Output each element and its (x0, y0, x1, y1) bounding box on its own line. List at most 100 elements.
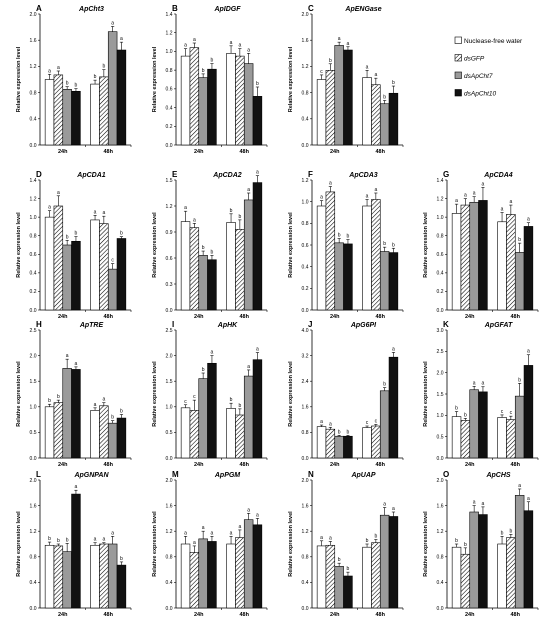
significance-letter: a (211, 350, 214, 356)
y-tick-label: 1.2 (166, 529, 173, 535)
significance-letter: a (473, 191, 476, 197)
bar (316, 205, 327, 311)
bar (497, 417, 507, 459)
y-tick-label: 2.0 (302, 12, 309, 18)
y-tick-label: 1.2 (302, 178, 309, 184)
significance-letter: b (211, 58, 214, 64)
bar (107, 31, 118, 146)
panel-title: ApPGM (214, 472, 240, 479)
panel-letter: O (443, 470, 449, 479)
bar (252, 359, 263, 459)
y-tick-label: 0.0 (30, 143, 37, 149)
bar (62, 368, 72, 459)
bar (451, 546, 462, 609)
panel-letter: H (36, 320, 42, 329)
bar (99, 405, 109, 459)
bar (44, 216, 55, 311)
y-tick-label: 1.5 (30, 379, 37, 385)
panel-title: ApTRE (79, 322, 104, 329)
bar (371, 84, 381, 146)
y-tick-label: 1.0 (166, 49, 173, 55)
y-tick-label: 0.5 (166, 430, 173, 436)
y-tick-label: 0.8 (166, 68, 173, 74)
legend-item: dsApCht7 (454, 71, 493, 80)
y-axis-label: Relative expression level (152, 212, 158, 278)
y-tick-label: 0.8 (302, 221, 309, 227)
chart-panel-h: 0.0 0.5 1.0 1.5 2.0 2.5 Relative expression le… (16, 320, 132, 468)
significance-letter: a (48, 205, 51, 211)
bar (107, 422, 118, 459)
significance-letter: b (347, 429, 350, 435)
bar (514, 395, 525, 459)
x-tick-label: 48h (376, 612, 386, 618)
y-tick-label: 0.8 (302, 430, 309, 436)
significance-letter: a (320, 535, 323, 541)
chart-panels: 0.0 0.4 0.8 1.2 1.6 2.0 Relative expression le… (16, 4, 539, 618)
y-tick-label: 2.0 (30, 353, 37, 359)
significance-letter: b (120, 408, 123, 414)
bar (243, 519, 254, 609)
significance-letter: a (102, 397, 105, 403)
significance-letter: b (230, 397, 233, 403)
panel-letter: K (443, 320, 449, 329)
bar (523, 226, 534, 311)
bar (316, 79, 327, 146)
y-tick-label: 0.8 (30, 234, 37, 240)
significance-letter: a (527, 349, 530, 355)
bar (71, 369, 81, 459)
y-tick-label: 1.6 (302, 503, 309, 509)
x-tick-label: 48h (376, 149, 386, 155)
x-tick-label: 48h (104, 314, 114, 320)
x-tick-label: 48h (104, 612, 114, 618)
y-tick-label: 0.0 (166, 308, 173, 314)
panel-letter: E (172, 170, 178, 179)
bar (497, 543, 507, 609)
bar (198, 255, 208, 311)
x-tick-label: 48h (511, 314, 521, 320)
significance-letter: a (256, 170, 259, 176)
significance-letter: b (66, 537, 69, 543)
significance-letter: b (48, 398, 51, 404)
bar (497, 221, 507, 311)
chart-panel-m: 0.0 0.4 0.8 1.2 1.6 2.0 Relative expression le… (152, 470, 268, 618)
y-tick-label: 1.2 (166, 31, 173, 37)
y-tick-label: 0.8 (437, 555, 444, 561)
panel-letter: G (443, 170, 449, 179)
y-tick-label: 2.5 (30, 328, 37, 334)
panel-title: ApENGase (344, 6, 381, 13)
panel-title: ApUAP (350, 472, 375, 479)
significance-letter: b (238, 214, 241, 220)
significance-letter: b (102, 64, 105, 70)
bar (460, 420, 471, 459)
y-axis-label: Relative expression level (16, 212, 22, 278)
significance-letter: b (66, 234, 69, 240)
bar (180, 543, 191, 609)
bar (506, 419, 516, 459)
significance-letter: a (527, 217, 530, 223)
significance-letter: b (256, 81, 259, 87)
bar (325, 544, 336, 609)
bar (90, 410, 100, 459)
legend-item: Nuclease-free water (454, 36, 523, 45)
y-tick-label: 0.8 (302, 555, 309, 561)
y-tick-label: 1.2 (30, 64, 37, 70)
bar (198, 378, 208, 459)
significance-letter: a (374, 72, 377, 78)
bar (235, 55, 245, 146)
significance-letter: b (238, 403, 241, 409)
significance-letter: a (184, 530, 187, 536)
panel-title: ApCDA4 (483, 172, 512, 179)
significance-letter: a (518, 483, 521, 489)
significance-letter: b (464, 542, 467, 548)
bar (334, 242, 344, 311)
bar (252, 524, 263, 609)
panel-letter: I (172, 320, 174, 329)
significance-letter: b (518, 377, 521, 383)
y-tick-label: 0.0 (302, 143, 309, 149)
x-tick-label: 24h (330, 314, 340, 320)
legend: Nuclease-free water dsGFP dsApCht7 dsApCht1… (454, 36, 523, 98)
y-tick-label: 1.2 (437, 196, 444, 202)
panel-letter: J (308, 320, 312, 329)
significance-letter: b (347, 234, 350, 240)
y-tick-label: 0.4 (302, 117, 309, 123)
